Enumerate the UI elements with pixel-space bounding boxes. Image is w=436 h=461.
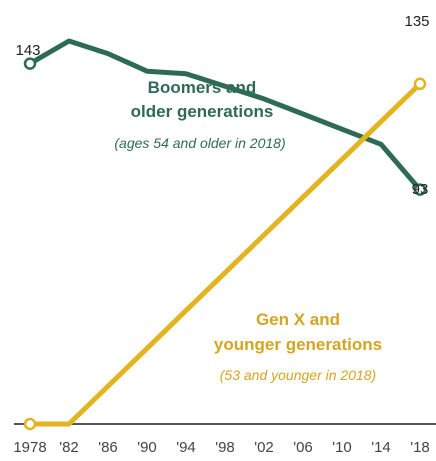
x-tick-label: 1978 — [13, 439, 46, 456]
x-tick-label: '02 — [254, 439, 274, 456]
genx-series-name-line2: younger generations — [214, 335, 382, 354]
genx-end-label: 135 — [404, 13, 429, 30]
boomers-end-marker — [413, 183, 427, 196]
x-tick-label: '18 — [410, 439, 430, 456]
x-tick-label: '98 — [215, 439, 235, 456]
x-tick-label: '90 — [137, 439, 157, 456]
genx-series-name-line1: Gen X and — [256, 310, 340, 329]
x-tick-label: '06 — [293, 439, 313, 456]
genx-start-marker — [23, 417, 37, 431]
series-markers — [23, 57, 427, 431]
x-tick-label: '82 — [59, 439, 79, 456]
boomers-series-note: (ages 54 and older in 2018) — [114, 135, 285, 151]
x-tick-label: '10 — [332, 439, 352, 456]
boomers-start-label: 143 — [15, 42, 40, 59]
boomers-start-marker — [23, 57, 37, 70]
genx-end-marker — [413, 77, 427, 91]
boomers-series-line — [27, 38, 423, 193]
series-lines — [27, 38, 423, 427]
boomers-end-label: 93 — [412, 181, 429, 198]
x-axis-tick-labels: 1978 '82 '86 '90 '94 '98 '02 '06 '10 '14 '18 — [13, 439, 429, 456]
x-tick-label: '14 — [371, 439, 391, 456]
x-tick-label: '94 — [176, 439, 196, 456]
x-tick-label: '86 — [98, 439, 118, 456]
genx-series-note: (53 and younger in 2018) — [220, 367, 376, 383]
boomers-series-name-line2: older generations — [131, 102, 274, 121]
boomers-series-name-line1: Boomers and — [148, 78, 257, 97]
genx-series-line — [27, 81, 423, 427]
